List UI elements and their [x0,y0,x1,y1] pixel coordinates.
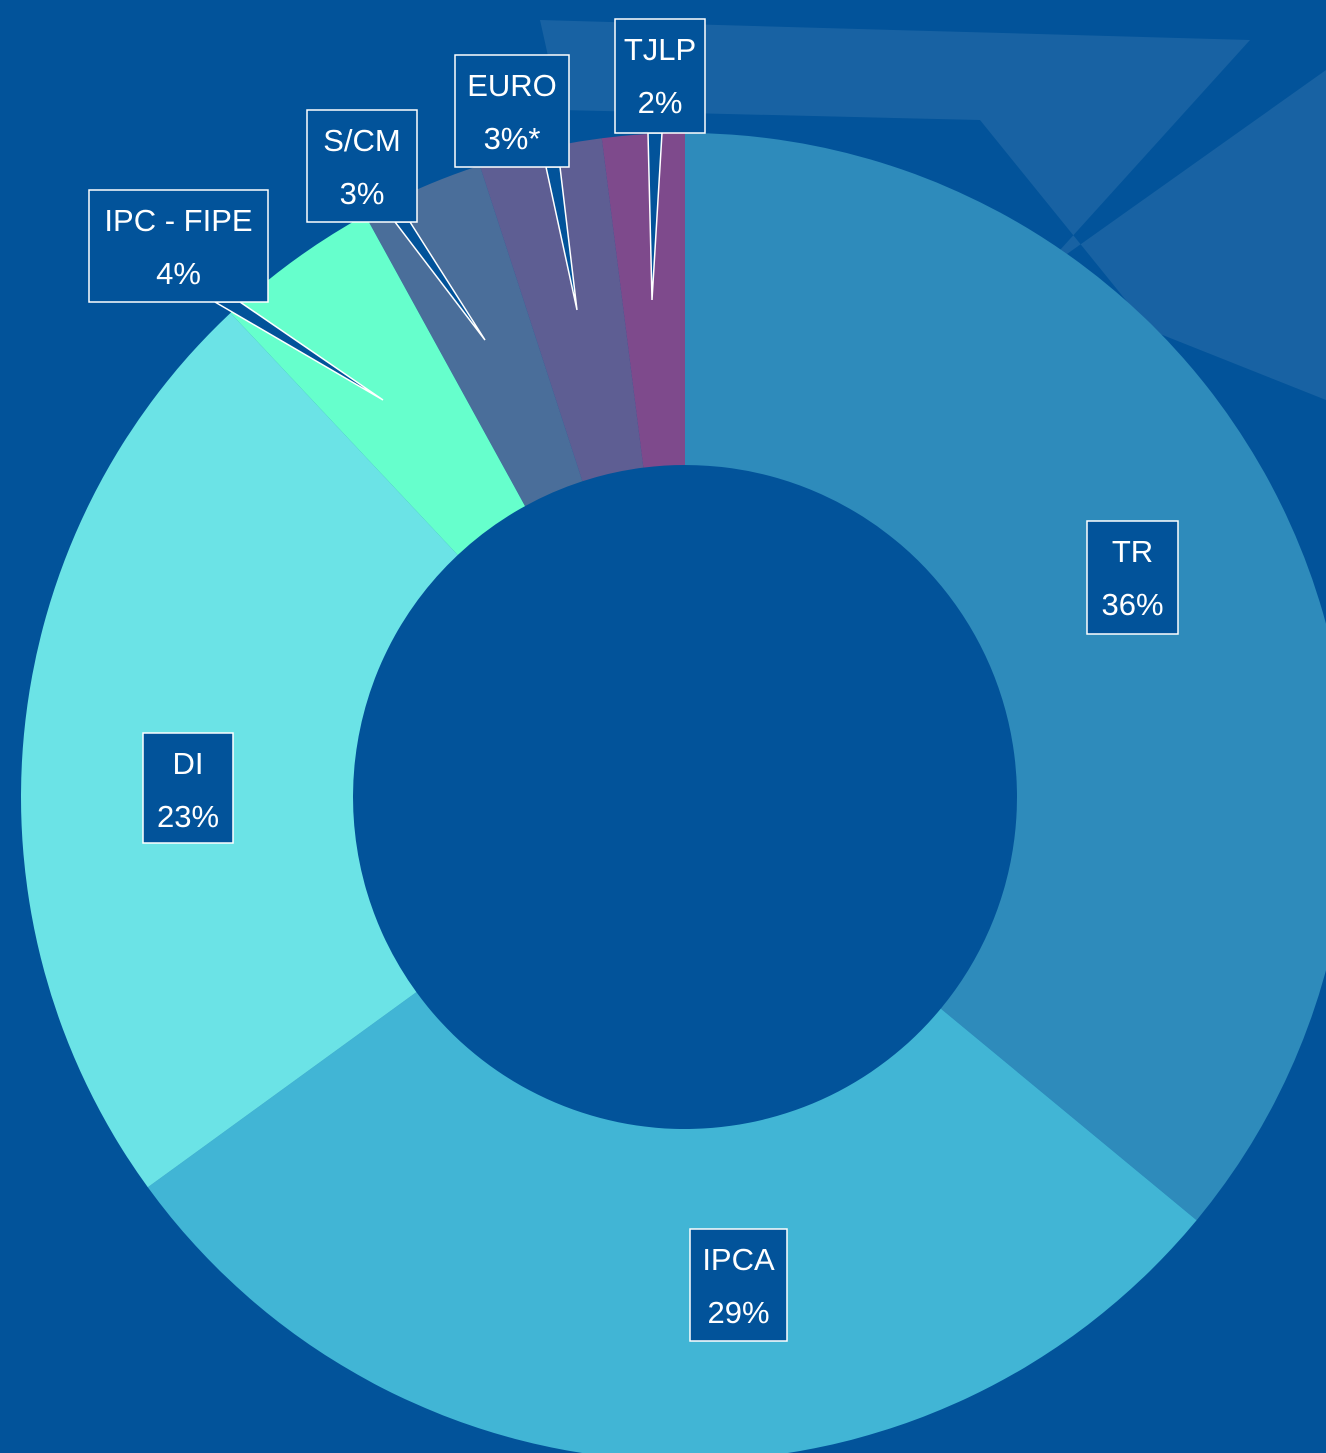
value-label: 23% [157,799,219,834]
donut-slice [21,312,458,1188]
value-label: 3%* [484,121,541,156]
label-box [88,189,269,303]
value-label: 4% [156,256,201,291]
category-label: S/CM [323,123,401,158]
donut-slice [685,133,1326,1221]
donut-slice [601,133,685,468]
donut-slice [147,992,1197,1453]
value-label: 2% [638,85,683,120]
label-box [306,109,418,223]
value-label: 3% [340,176,385,211]
category-label: IPC - FIPE [104,203,252,238]
value-label: 29% [707,1295,769,1330]
label-box [614,18,706,134]
category-label: EURO [467,68,557,103]
category-label: IPCA [702,1242,775,1277]
label-box [142,732,234,844]
donut-slice [479,138,644,482]
category-label: DI [173,746,204,781]
donut-slice [230,215,526,555]
background-decoration [540,20,1326,400]
label-box [454,54,570,168]
category-label: TR [1112,534,1153,569]
category-label: TJLP [624,32,696,67]
label-box [1086,520,1179,635]
value-label: 36% [1101,587,1163,622]
label-box [689,1228,788,1342]
